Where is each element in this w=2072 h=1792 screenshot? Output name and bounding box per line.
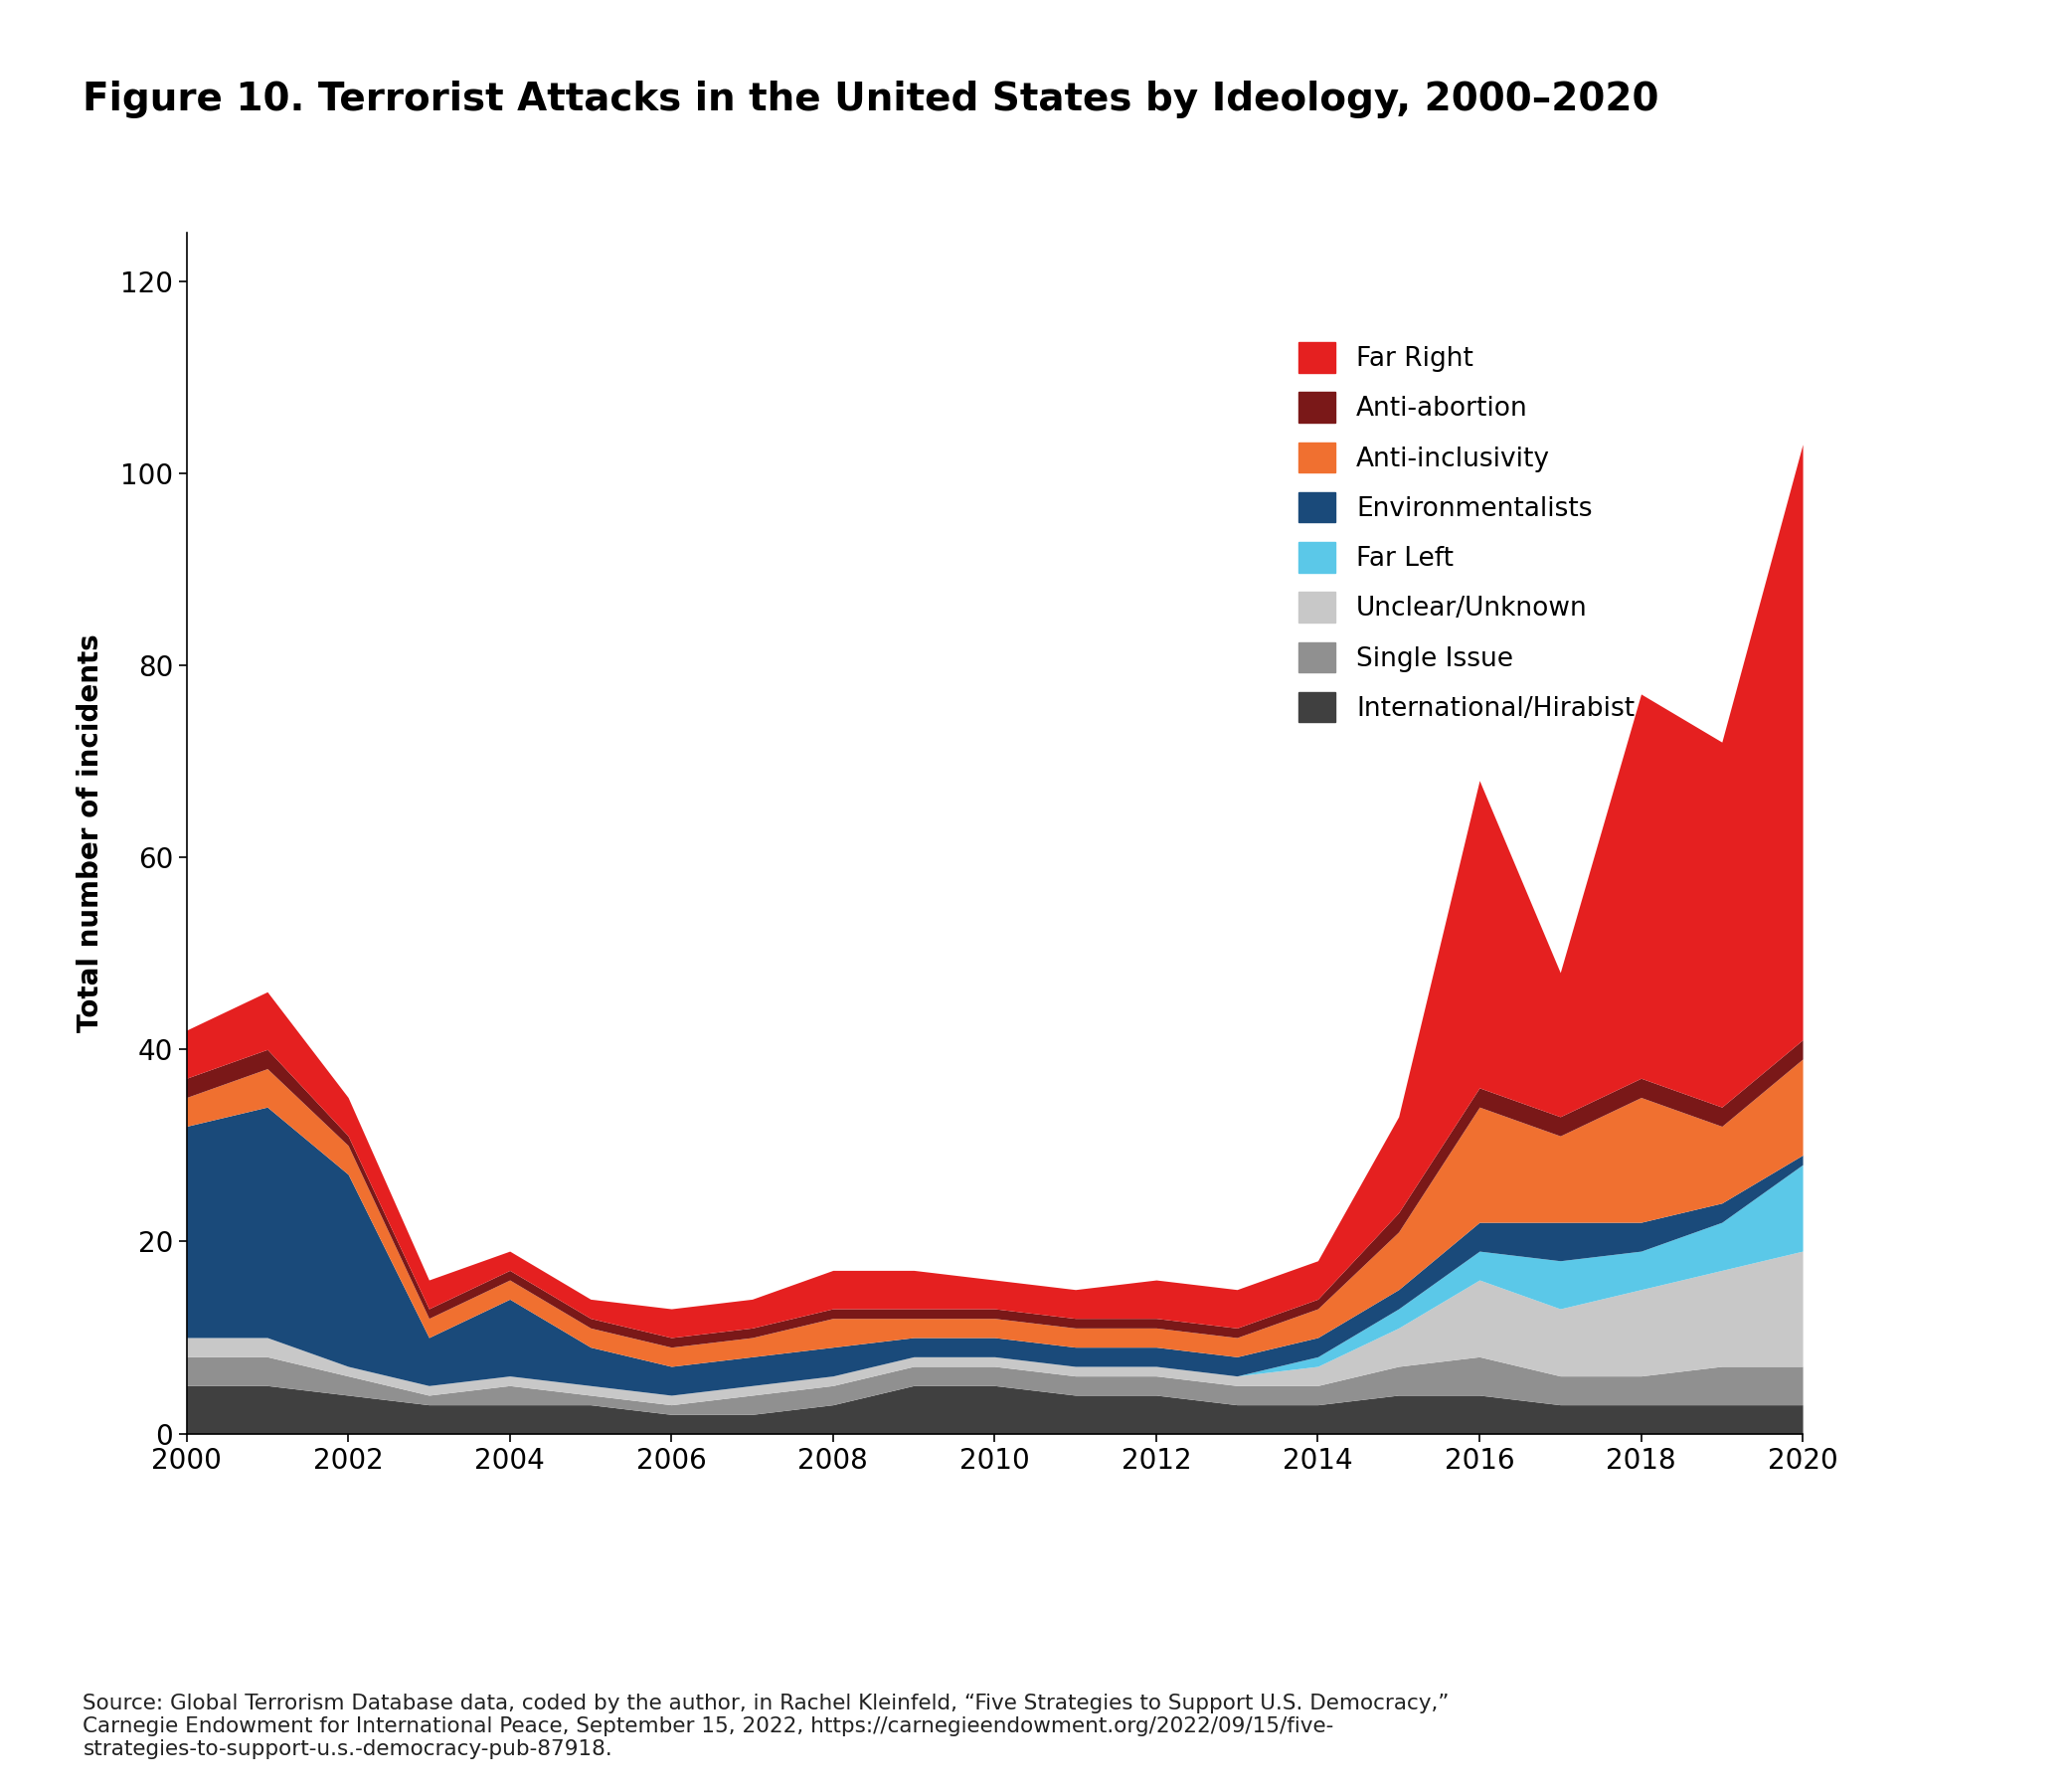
Text: Source: Global Terrorism Database data, coded by the author, in Rachel Kleinfeld: Source: Global Terrorism Database data, …: [83, 1693, 1448, 1760]
Text: Figure 10. Terrorist Attacks in the United States by Ideology, 2000–2020: Figure 10. Terrorist Attacks in the Unit…: [83, 81, 1660, 118]
Y-axis label: Total number of incidents: Total number of incidents: [77, 634, 104, 1032]
Legend: Far Right, Anti-abortion, Anti-inclusivity, Environmentalists, Far Left, Unclear: Far Right, Anti-abortion, Anti-inclusivi…: [1299, 342, 1635, 722]
